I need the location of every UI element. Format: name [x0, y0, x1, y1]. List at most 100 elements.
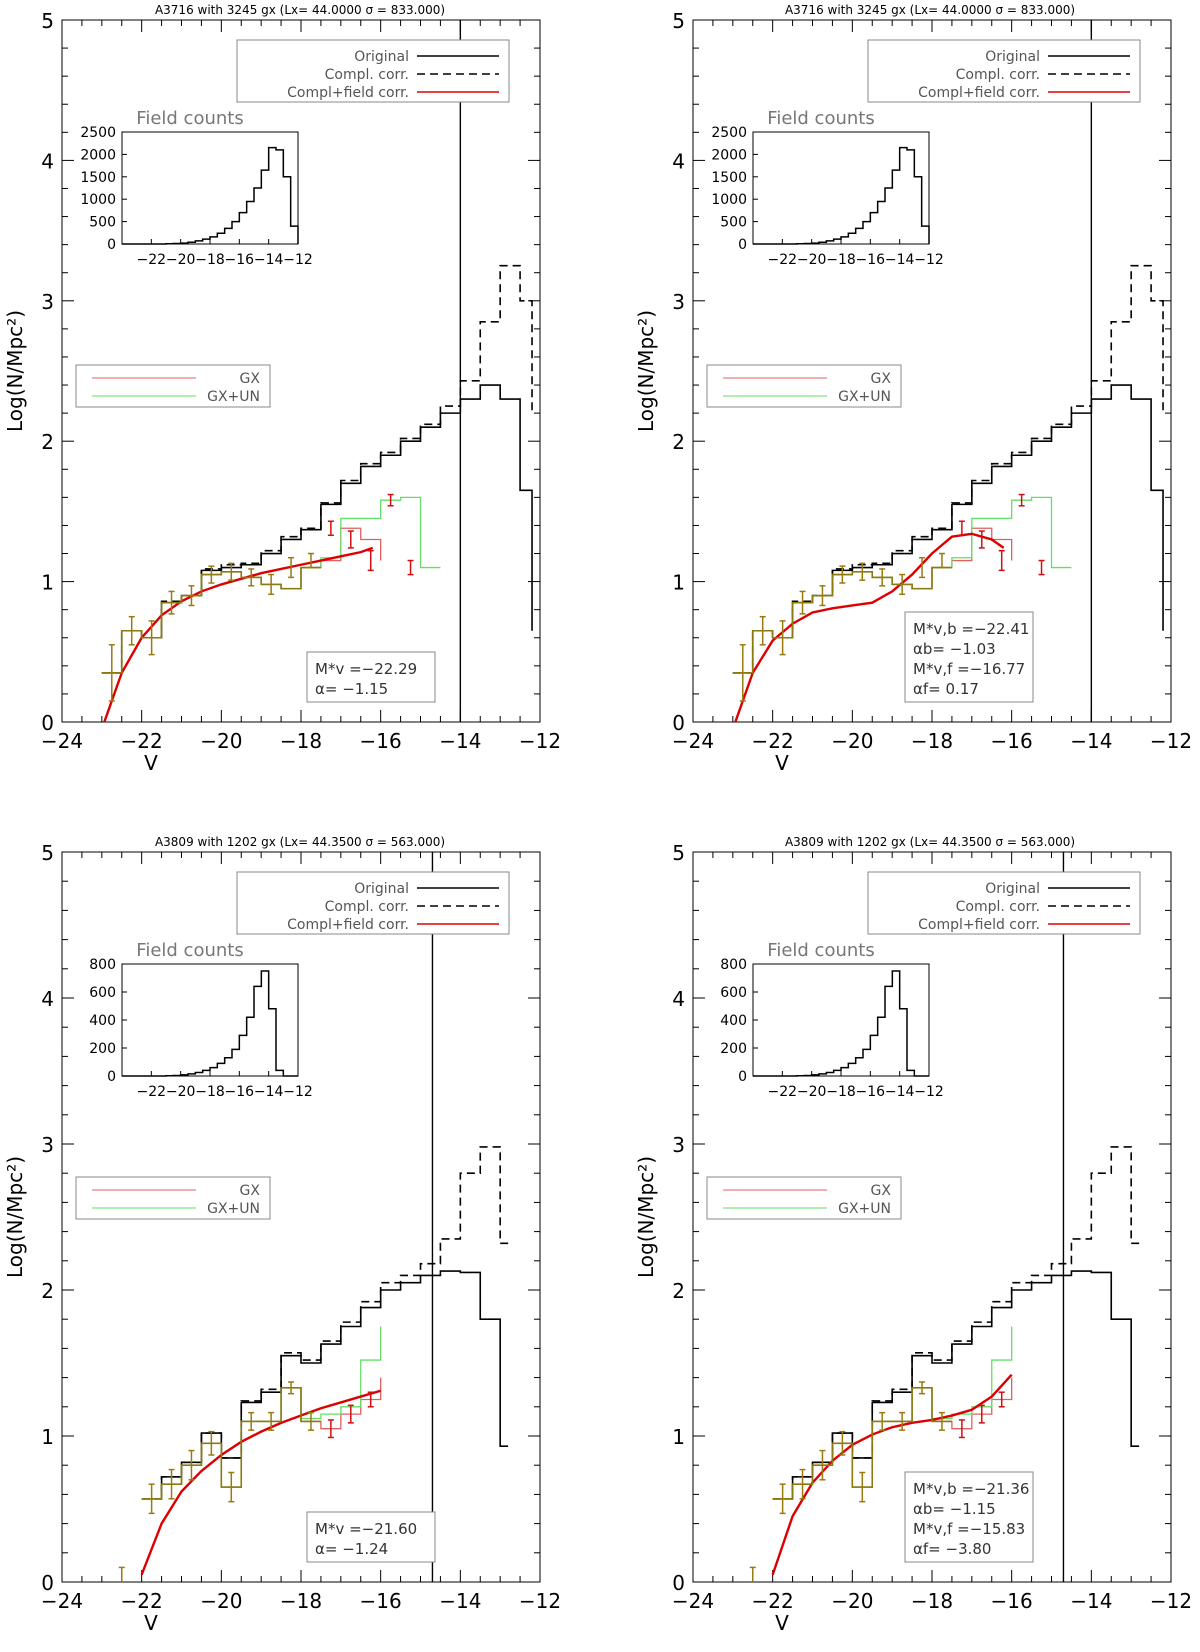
legend-sub: GX GX+UN	[706, 364, 902, 408]
plot-area	[118, 1146, 509, 1582]
fit-parameter-line: αb= −1.03	[913, 640, 996, 658]
fit-parameters-box: M*v,b =−22.41 αb= −1.03 M*v,f =−16.77 αf= 0…	[904, 611, 1034, 703]
fit-parameters-frame	[904, 1471, 1034, 1563]
series-line-compl-field-corr-	[734, 532, 1005, 722]
inset-y-tick-label: 0	[107, 1069, 116, 1085]
fit-parameters-frame	[306, 1511, 436, 1563]
legend-label: GX+UN	[207, 389, 260, 405]
inset-x-tick-label: −20	[797, 252, 827, 268]
x-tick-label: −18	[280, 729, 322, 753]
x-tick-label: −16	[360, 1589, 402, 1613]
x-tick-label: −14	[439, 1589, 481, 1613]
fit-parameter-line: M*v =−22.29	[315, 660, 417, 678]
inset-x-tick-label: −20	[166, 252, 196, 268]
inset-y-tick-label: 500	[89, 215, 116, 231]
chart-title: A3716 with 3245 gx (Lx= 44.0000 σ = 833.…	[155, 3, 445, 17]
inset-y-tick-label: 400	[89, 1013, 116, 1029]
inset-x-tick-label: −22	[137, 1084, 167, 1100]
legend-label: Compl+field corr.	[287, 85, 409, 101]
x-axis-label: V	[775, 751, 789, 775]
chart-title: A3716 with 3245 gx (Lx= 44.0000 σ = 833.…	[785, 3, 1075, 17]
series-line-gx-overlap	[141, 1387, 321, 1500]
series-line-original	[772, 1270, 1140, 1500]
legend-label: Compl. corr.	[956, 67, 1040, 83]
y-tick-label: 2	[41, 430, 54, 454]
y-tick-label: 2	[41, 1279, 54, 1303]
x-tick-label: −16	[360, 729, 402, 753]
inset-y-tick-label: 0	[738, 1069, 747, 1085]
inset-x-tick-label: −16	[225, 252, 255, 268]
x-axis-label: V	[144, 1611, 158, 1635]
legend-sub: GX GX+UN	[75, 364, 271, 408]
legend-label: GX	[871, 371, 892, 387]
x-tick-label: −16	[991, 1589, 1033, 1613]
legend-label: GX+UN	[207, 1201, 260, 1217]
series-line-compl-field-corr-	[103, 546, 374, 722]
series-line-compl-corr-	[101, 264, 533, 674]
inset-y-tick-label: 2000	[711, 147, 747, 163]
x-axis-label: V	[144, 751, 158, 775]
x-tick-label: −20	[831, 1589, 873, 1613]
x-tick-label: −12	[519, 1589, 561, 1613]
inset-field-counts: Field counts −22 −20 −18 −16 −14 −12 2500 2000 15…	[711, 108, 943, 268]
inset-x-tick-label: −14	[254, 1084, 284, 1100]
inset-y-tick-label: 500	[720, 215, 747, 231]
inset-frame	[121, 131, 299, 245]
series-line-compl-corr-	[141, 1146, 509, 1500]
x-tick-label: −20	[200, 1589, 242, 1613]
inset-x-tick-label: −18	[826, 252, 856, 268]
x-tick-label: −24	[672, 1589, 714, 1613]
legend-label: GX+UN	[838, 389, 891, 405]
inset-y-tick-label: 1000	[80, 192, 116, 208]
legend-label: GX	[240, 371, 261, 387]
series-line-gx-overlap	[772, 1387, 952, 1500]
x-tick-label: −22	[752, 729, 794, 753]
legend-box	[706, 364, 902, 408]
inset-title: Field counts	[136, 108, 243, 129]
series-line-compl-corr-	[772, 1146, 1140, 1500]
y-tick-label: 0	[672, 1571, 685, 1595]
x-tick-label: −16	[991, 729, 1033, 753]
x-tick-label: −18	[280, 1589, 322, 1613]
inset-y-tick-label: 600	[89, 985, 116, 1001]
legend-label: Compl+field corr.	[918, 917, 1040, 933]
inset-frame	[752, 131, 930, 245]
fit-parameter-line: M*v =−21.60	[315, 1520, 417, 1538]
inset-title: Field counts	[136, 940, 243, 961]
y-axis-label: Log(N/Mpc²)	[3, 1156, 27, 1278]
fit-parameter-line: M*v,f =−16.77	[913, 660, 1025, 678]
y-tick-label: 0	[41, 711, 54, 735]
y-tick-label: 4	[672, 987, 685, 1011]
chart-title: A3809 with 1202 gx (Lx= 44.3500 σ = 563.…	[785, 835, 1075, 849]
legend-main: Original Compl. corr. Compl+field corr.	[867, 39, 1141, 103]
legend-label: Compl. corr.	[325, 899, 409, 915]
inset-frame	[752, 963, 930, 1077]
inset-x-tick-label: −14	[254, 252, 284, 268]
y-tick-label: 0	[41, 1571, 54, 1595]
legend-main: Original Compl. corr. Compl+field corr.	[867, 871, 1141, 935]
legend-label: Compl+field corr.	[918, 85, 1040, 101]
y-tick-label: 5	[41, 841, 54, 865]
y-axis-label: Log(N/Mpc²)	[634, 1156, 658, 1278]
series-line-compl-corr-	[732, 264, 1164, 674]
inset-x-tick-label: −18	[195, 1084, 225, 1100]
series-line-original	[141, 1270, 509, 1500]
inset-x-tick-label: −16	[856, 1084, 886, 1100]
fit-parameter-line: α= −1.15	[315, 680, 388, 698]
chart-panel-4: A3809 with 1202 gx (Lx= 44.3500 σ = 563.…	[634, 835, 1192, 1635]
chart-panel-3: A3809 with 1202 gx (Lx= 44.3500 σ = 563.…	[3, 835, 561, 1635]
y-tick-label: 2	[672, 430, 685, 454]
inset-x-tick-label: −16	[856, 252, 886, 268]
inset-x-tick-label: −20	[166, 1084, 196, 1100]
legend-label: Original	[354, 881, 409, 897]
y-tick-label: 5	[672, 9, 685, 33]
legend-label: Compl. corr.	[956, 899, 1040, 915]
fit-parameter-line: M*v,f =−15.83	[913, 1520, 1025, 1538]
x-axis-label: V	[775, 1611, 789, 1635]
y-tick-label: 5	[41, 9, 54, 33]
y-tick-label: 3	[41, 290, 54, 314]
inset-y-tick-label: 2500	[711, 125, 747, 141]
inset-y-tick-label: 1500	[80, 170, 116, 186]
legend-box	[706, 1176, 902, 1220]
